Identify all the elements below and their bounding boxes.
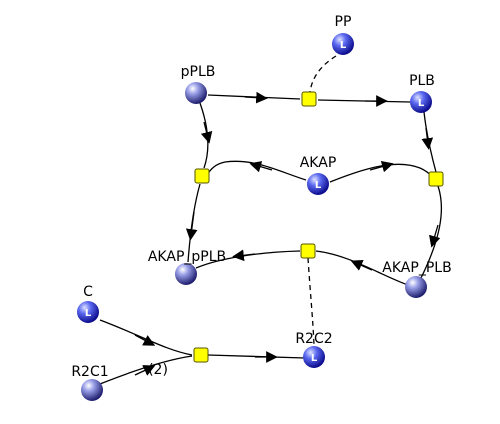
species-label: R2C2 — [295, 331, 332, 347]
species-node-r2c2[interactable]: L R2C2 — [295, 331, 333, 368]
edge-arrow-pplb-process1 — [244, 91, 268, 104]
species-label: AKAP_PLB — [382, 260, 451, 276]
species-label: C — [83, 284, 93, 300]
species-label: R2C1 — [71, 364, 108, 380]
local-marker: L — [85, 308, 92, 319]
edge-pp-catalysis — [309, 55, 337, 93]
edge-process1-to-plb — [317, 99, 411, 103]
species-label: AKAP — [300, 155, 337, 171]
local-marker: L — [340, 40, 347, 51]
species-label: pPLB — [181, 64, 216, 80]
edge-arrow-c-process5 — [134, 334, 156, 346]
edge-arrow-process4-akap-pplb — [185, 211, 198, 241]
edge-arrow-process3-akap-pplb — [232, 249, 256, 262]
edge-pplb-to-process4 — [199, 102, 209, 169]
species-ball-icon — [405, 276, 427, 298]
species-label: PP — [335, 14, 352, 30]
stoichiometry-label: (2) — [148, 362, 168, 378]
edge-arrow-akap-process4 — [249, 161, 273, 173]
edge-arrow-process2-akap-plb — [429, 224, 441, 248]
species-node-plb[interactable]: L PLB — [409, 73, 435, 113]
species-node-pplb[interactable]: pPLB — [181, 64, 216, 104]
species-ball-icon — [81, 379, 103, 401]
species-ball-icon — [303, 346, 325, 368]
edge-r2c2-catalysis — [307, 257, 315, 346]
edge-c-to-process5 — [99, 319, 193, 356]
edge-akap-plb-to-process3 — [315, 250, 409, 286]
edge-arrow-akap-plb-process3 — [350, 259, 373, 271]
process-node-akap-binding-plb[interactable] — [428, 171, 444, 187]
species-label: PLB — [409, 73, 435, 89]
process-node-phosphorylation[interactable] — [300, 243, 316, 259]
edge-arrow-pplb-process4 — [200, 121, 213, 144]
process-node-dephosphorylation[interactable] — [301, 91, 317, 107]
species-ball-icon — [410, 91, 432, 113]
species-ball-icon — [185, 82, 207, 104]
species-ball-icon — [307, 173, 329, 195]
species-node-pp[interactable]: L PP — [332, 14, 354, 55]
edge-arrow-akap-process2 — [369, 160, 394, 173]
local-marker: L — [418, 98, 425, 109]
species-node-akap[interactable]: L AKAP — [300, 155, 337, 195]
species-label: AKAP_pPLB — [148, 249, 226, 265]
species-node-akap-pplb[interactable]: AKAP_pPLB — [148, 249, 226, 285]
edge-arrow-r2c1-process5 — [134, 365, 156, 376]
local-marker: L — [315, 180, 322, 191]
species-ball-icon — [77, 301, 99, 323]
edge-plb-to-process2 — [423, 111, 437, 173]
species-ball-icon — [175, 263, 197, 285]
edge-akap-to-process4 — [207, 160, 307, 181]
species-node-c[interactable]: L C — [77, 284, 99, 323]
species-node-r2c1[interactable]: R2C1 — [71, 364, 109, 401]
process-node-akap-binding-pplb[interactable] — [194, 168, 210, 184]
edge-process2-to-akap-plb — [419, 185, 443, 281]
species-node-akap-plb[interactable]: AKAP_PLB — [382, 260, 452, 298]
species-ball-icon — [332, 33, 354, 55]
edge-arrow-plb-process2 — [421, 127, 434, 150]
process-node-complex-formation[interactable] — [193, 347, 209, 363]
local-marker: L — [311, 353, 318, 364]
